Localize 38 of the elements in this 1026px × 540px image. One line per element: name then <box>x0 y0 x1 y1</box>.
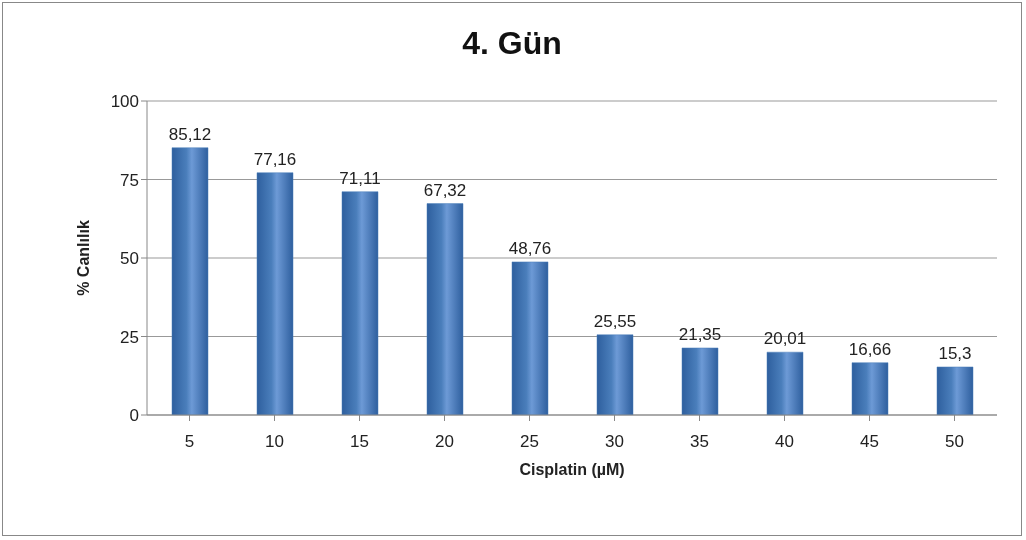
data-label: 85,12 <box>168 124 212 144</box>
x-tick-label: 15 <box>350 432 369 452</box>
bar <box>256 172 294 415</box>
bar <box>851 362 889 415</box>
bar <box>596 334 634 415</box>
data-label: 71,11 <box>339 168 381 188</box>
y-axis-title: % Canlılık <box>74 220 92 296</box>
bar <box>936 366 974 415</box>
data-label: 67,32 <box>423 180 467 200</box>
x-tick-label: 40 <box>775 432 794 452</box>
chart-title: 4. Gün <box>461 25 563 62</box>
bar <box>171 147 209 415</box>
bar <box>341 191 379 415</box>
x-tick-label: 5 <box>184 432 195 452</box>
x-tick-label: 35 <box>690 432 709 452</box>
data-label: 15,3 <box>938 343 972 363</box>
bar <box>426 203 464 415</box>
data-label: 77,16 <box>253 149 297 169</box>
y-tick-label: 100 <box>110 92 139 112</box>
x-tick-label: 50 <box>945 432 964 452</box>
x-axis-title: Cisplatin (µM) <box>519 461 625 478</box>
y-tick-label: 75 <box>120 170 139 190</box>
data-label: 21,35 <box>678 324 722 344</box>
x-tick-label: 25 <box>520 432 539 452</box>
x-tick-label: 10 <box>265 432 284 452</box>
data-label: 25,55 <box>593 311 637 331</box>
y-tick-label: 50 <box>120 249 139 269</box>
x-tick-label: 20 <box>435 432 454 452</box>
y-tick-label: 25 <box>120 327 139 347</box>
data-label: 16,66 <box>848 339 892 359</box>
y-tick-label: 0 <box>129 406 139 426</box>
data-label: 48,76 <box>508 238 552 258</box>
bar <box>766 351 804 415</box>
x-tick-label: 45 <box>860 432 879 452</box>
bar <box>511 261 549 415</box>
data-label: 20,01 <box>763 329 807 349</box>
bar <box>681 347 719 415</box>
x-tick-label: 30 <box>605 432 624 452</box>
